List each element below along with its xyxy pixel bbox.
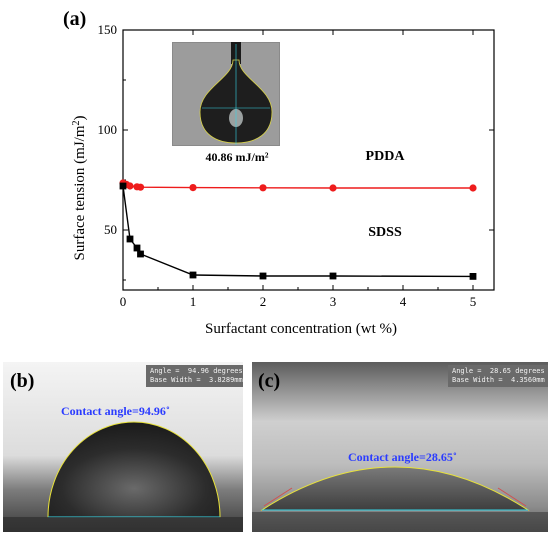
contact-angle-photo-b: Angle = 94.96 degrees Base Width = 3.828… (3, 362, 243, 532)
data-point-sdss (329, 272, 337, 280)
data-point-sdss (137, 250, 144, 258)
data-point-pdda (259, 184, 267, 192)
y-tick-label: 50 (104, 222, 117, 237)
data-point-pdda (126, 182, 134, 190)
series-line-sdss (122, 185, 474, 278)
contact-angle-label-c: Contact angle=28.65˚ (348, 450, 457, 464)
droplet-image-c (252, 362, 548, 532)
plot-frame (122, 29, 495, 291)
surface-tension-chart: 0 1 2 3 4 5 50 100 150 PDDA SDSS Surface tension … (71, 22, 495, 337)
data-point-sdss (119, 182, 127, 190)
data-point-sdss (126, 235, 134, 243)
x-tick-label: 3 (330, 294, 337, 309)
x-tick-label: 0 (120, 294, 127, 309)
data-point-pdda (189, 184, 197, 192)
y-tick-label: 150 (98, 22, 118, 37)
panel-label-b: (b) (10, 370, 35, 392)
panel-label-a: (a) (63, 8, 87, 30)
series-line-pdda (122, 182, 473, 189)
chart-axes: 0 1 2 3 4 5 50 100 150 (98, 22, 495, 309)
data-point-sdss (189, 271, 197, 279)
x-tick-label: 5 (470, 294, 477, 309)
chart-marks: PDDA SDSS (119, 149, 477, 280)
measurement-readout-b: Angle = 94.96 degrees Base Width = 3.828… (146, 365, 243, 387)
data-point-sdss (469, 273, 477, 280)
data-point-sdss (133, 244, 141, 252)
y-axis-label: Surface tension (mJ/m2) (71, 116, 89, 261)
pendant-drop-photo (172, 42, 280, 146)
x-tick-label: 2 (260, 294, 267, 309)
data-point-pdda (469, 184, 477, 192)
contact-angle-photo-c: Angle = 28.65 degrees Base Width = 4.356… (252, 362, 548, 532)
x-tick-label: 4 (400, 294, 407, 309)
panel-label-c: (c) (258, 370, 281, 392)
y-tick-label: 100 (98, 122, 118, 137)
measurement-readout-c: Angle = 28.65 degrees Base Width = 4.356… (448, 365, 548, 387)
series-label-sdss: SDSS (368, 225, 402, 240)
x-axis-label: Surfactant concentration (wt %) (205, 321, 397, 337)
x-tick-label: 1 (190, 294, 197, 309)
series-label-pdda: PDDA (366, 149, 406, 164)
data-point-pdda (329, 184, 337, 192)
data-point-pdda (136, 183, 145, 191)
contact-angle-label-b: Contact angle=94.96˚ (61, 404, 170, 418)
data-point-sdss (259, 272, 267, 280)
droplet-image-b (3, 362, 243, 532)
pendant-drop-tension-label: 40.86 mJ/m² (206, 150, 269, 164)
